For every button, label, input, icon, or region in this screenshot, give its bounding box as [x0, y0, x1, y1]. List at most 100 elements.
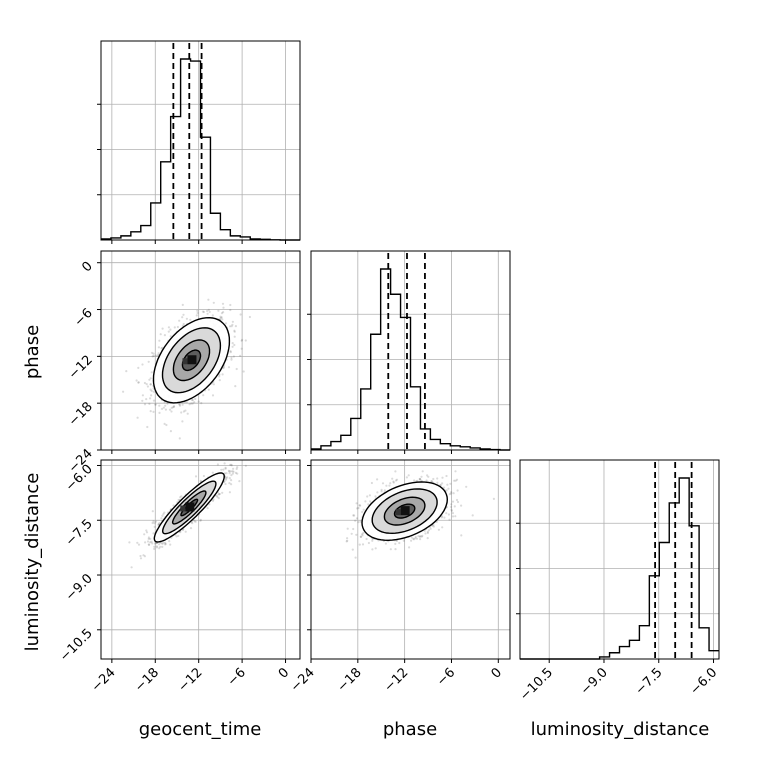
- hist-panel-luminosity_distance: [516, 459, 720, 663]
- scatter-point: [163, 511, 166, 514]
- scatter-point: [413, 479, 416, 482]
- scatter-point: [147, 536, 150, 539]
- scatter-point: [158, 339, 161, 342]
- scatter-point: [228, 491, 231, 494]
- scatter-point: [230, 356, 233, 359]
- scatter-point: [233, 335, 236, 338]
- scatter-point: [345, 540, 348, 543]
- scatter-point: [164, 408, 167, 411]
- scatter-point: [362, 531, 365, 535]
- scatter-point: [152, 352, 155, 355]
- scatter-point: [143, 403, 147, 406]
- scatter-point: [145, 531, 149, 534]
- scatter-point: [454, 479, 457, 482]
- scatter-point: [172, 405, 176, 408]
- scatter-point: [356, 507, 359, 510]
- scatter-point: [230, 463, 233, 466]
- scatter-point: [456, 489, 459, 492]
- scatter-point: [224, 482, 227, 486]
- hist-step-phase: [311, 268, 510, 451]
- x-tick-label: 0: [276, 665, 292, 681]
- scatter-point: [449, 482, 452, 485]
- scatter-point: [219, 316, 223, 319]
- scatter-point: [224, 322, 228, 325]
- scatter-point: [137, 543, 141, 546]
- scatter-point: [359, 520, 362, 523]
- scatter-point: [448, 518, 451, 521]
- scatter-point: [224, 466, 227, 469]
- scatter-point: [157, 523, 160, 526]
- scatter-point: [218, 379, 221, 382]
- scatter-point: [418, 477, 422, 481]
- scatter-point: [197, 400, 200, 403]
- y-tick-label: −10.5: [57, 626, 96, 665]
- scatter-point: [427, 529, 430, 532]
- scatter-point: [196, 309, 199, 312]
- scatter-point: [211, 314, 214, 317]
- scatter-point: [222, 468, 225, 471]
- scatter-point: [169, 430, 172, 433]
- scatter-point: [149, 537, 152, 541]
- scatter-point: [181, 528, 184, 532]
- scatter-point: [148, 543, 151, 547]
- scatter-point: [167, 330, 170, 333]
- scatter-point: [169, 335, 172, 338]
- scatter-point: [212, 301, 215, 304]
- scatter-point: [145, 529, 148, 532]
- scatter-point: [153, 542, 157, 545]
- scatter-point: [161, 514, 164, 518]
- scatter-point: [228, 470, 231, 473]
- scatter-point: [148, 402, 151, 405]
- scatter-point: [221, 318, 224, 321]
- scatter-point: [158, 521, 161, 525]
- scatter-point: [128, 541, 131, 544]
- scatter-point: [169, 328, 172, 331]
- scatter-point: [125, 370, 128, 373]
- scatter-point: [419, 535, 422, 538]
- scatter-point: [426, 530, 429, 533]
- scatter-point: [150, 394, 153, 397]
- scatter-point: [152, 520, 155, 523]
- scatter-point: [231, 323, 234, 326]
- scatter-point: [217, 493, 220, 496]
- scatter-point: [160, 517, 163, 520]
- scatter-point: [410, 536, 413, 539]
- scatter-point: [415, 537, 419, 540]
- scatter-point: [136, 416, 139, 419]
- scatter-point: [178, 403, 181, 406]
- scatter-point: [418, 477, 421, 481]
- scatter-point: [149, 541, 152, 544]
- scatter-point: [162, 541, 165, 544]
- scatter-point: [233, 329, 236, 332]
- scatter-point: [230, 325, 233, 328]
- scatter-point: [207, 298, 210, 301]
- scatter-point: [161, 327, 164, 330]
- scatter-point: [150, 371, 153, 374]
- scatter-point: [152, 390, 155, 393]
- scatter-point: [376, 491, 379, 494]
- scatter-point: [442, 486, 445, 489]
- scatter-point: [432, 525, 435, 528]
- scatter-point: [189, 318, 192, 321]
- scatter-point: [239, 313, 242, 316]
- scatter-point: [436, 477, 439, 480]
- scatter-point: [150, 540, 153, 543]
- scatter-point: [156, 354, 159, 357]
- scatter-point: [151, 355, 154, 358]
- scatter-point: [161, 346, 164, 349]
- scatter-point: [346, 527, 349, 530]
- scatter-point: [416, 479, 419, 482]
- scatter-point: [414, 535, 417, 539]
- y-tick-label: −9.0: [63, 571, 96, 604]
- y-tick-label: −7.5: [63, 516, 96, 549]
- scatter-point: [391, 477, 394, 480]
- scatter-point: [450, 505, 453, 509]
- scatter-point: [142, 554, 145, 557]
- scatter-point: [453, 505, 456, 508]
- scatter-point: [162, 513, 165, 516]
- scatter-point: [230, 479, 233, 482]
- scatter-point: [194, 475, 198, 478]
- scatter-point: [395, 478, 399, 481]
- scatter-point: [179, 496, 182, 499]
- scatter-point: [492, 497, 495, 500]
